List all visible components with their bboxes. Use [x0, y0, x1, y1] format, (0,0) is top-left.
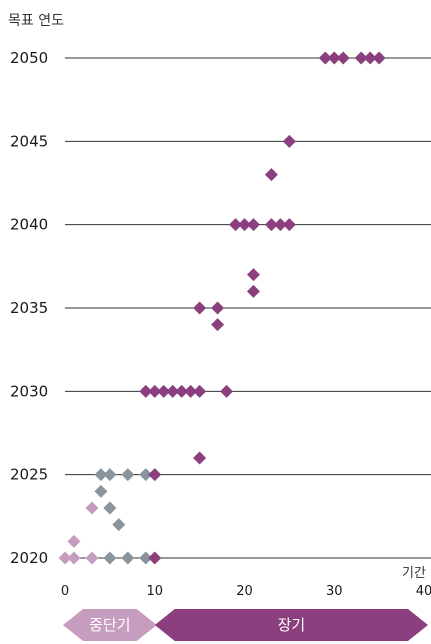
y-axis-title: 목표 연도 [8, 13, 64, 29]
data-point [58, 551, 72, 565]
data-point [363, 51, 377, 65]
data-point [139, 468, 153, 482]
period-arrow [63, 609, 157, 641]
data-point [184, 384, 198, 398]
data-point [103, 468, 117, 482]
data-point [166, 384, 180, 398]
x-tick-label: 10 [146, 584, 163, 599]
y-tick-label: 2035 [10, 299, 48, 317]
data-point [139, 384, 153, 398]
x-tick-label: 20 [236, 584, 253, 599]
y-tick-label: 2030 [10, 382, 48, 400]
data-point [112, 518, 126, 532]
data-point [85, 501, 99, 515]
data-point [273, 218, 287, 232]
data-point [67, 551, 81, 565]
period-arrow-label: 장기 [278, 616, 306, 634]
data-point [94, 468, 108, 482]
data-point [336, 51, 350, 65]
data-point [354, 51, 368, 65]
data-point [246, 218, 260, 232]
y-tick-label: 2020 [10, 549, 48, 567]
data-point [148, 384, 162, 398]
y-tick-label: 2050 [10, 49, 48, 67]
period-arrows: 중단기 장기 [63, 609, 428, 641]
data-point [67, 534, 81, 548]
data-point [193, 384, 207, 398]
period-arrow [154, 609, 428, 641]
data-point [157, 384, 171, 398]
x-tick-label: 40 [416, 584, 431, 599]
data-point [246, 268, 260, 282]
data-point [121, 468, 135, 482]
y-tick-label: 2040 [10, 216, 48, 234]
y-tick-label: 2025 [10, 466, 48, 484]
data-point [264, 168, 278, 182]
data-point [175, 384, 189, 398]
data-point [148, 551, 162, 565]
grid-lines [65, 57, 431, 559]
data-point [211, 301, 225, 315]
data-point [121, 551, 135, 565]
period-arrow-label: 중단기 [89, 616, 130, 634]
data-point [282, 134, 296, 148]
data-point [193, 451, 207, 465]
data-point [372, 51, 386, 65]
data-point [85, 551, 99, 565]
data-point [318, 51, 332, 65]
data-point [327, 51, 341, 65]
data-point [139, 551, 153, 565]
data-point [264, 218, 278, 232]
data-point [211, 318, 225, 332]
y-tick-labels: 2020 2025 2030 2035 2040 2045 2050 [10, 49, 48, 567]
data-points [58, 51, 386, 565]
data-point [238, 218, 251, 232]
data-point [103, 551, 117, 565]
y-tick-label: 2045 [10, 132, 48, 150]
data-point [282, 218, 296, 232]
x-tick-label: 30 [326, 584, 343, 599]
data-point [103, 501, 117, 515]
data-point [246, 284, 260, 298]
x-tick-label: 0 [61, 584, 69, 599]
x-tick-labels: 0 10 20 30 40 [61, 584, 431, 599]
x-axis-title: 기간 [402, 566, 426, 581]
data-point [94, 484, 108, 498]
data-point [193, 301, 207, 315]
data-point [229, 218, 243, 232]
data-point [148, 468, 162, 482]
data-point [220, 384, 234, 398]
